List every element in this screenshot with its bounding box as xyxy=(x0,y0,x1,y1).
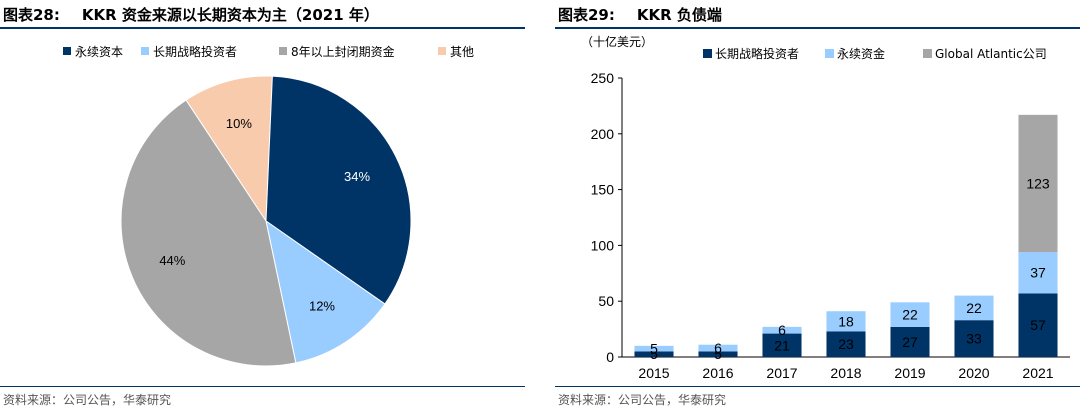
pie-chart: 永续资本 长期战略投资者 8年以上封闭期资金 其他 10% 34% 12% 44% xyxy=(63,44,474,367)
y-tick-label-1: 50 xyxy=(598,293,614,309)
right-figure-title: 图表29: KKR 负债端 xyxy=(558,4,722,25)
y-tick-label-2: 100 xyxy=(591,237,615,253)
y-tick-label-3: 150 xyxy=(591,182,615,198)
bar-segment-0-5 xyxy=(954,320,994,357)
bar-value-label-0-4: 27 xyxy=(902,334,918,350)
pie-slice-1 xyxy=(265,219,386,364)
left-bottom-rule xyxy=(0,386,525,387)
bar-segment-1-5 xyxy=(954,295,994,321)
x-tick-label-1: 2016 xyxy=(702,365,733,381)
pie-labels: 10% 34% 12% 44% xyxy=(159,116,370,313)
pie-legend-swatch-0 xyxy=(63,47,71,55)
y-tick-label-4: 200 xyxy=(591,126,615,142)
right-bottom-rule xyxy=(555,386,1080,387)
right-source-note: 资料来源：公司公告，华泰研究 xyxy=(558,393,727,407)
pie-slice-2 xyxy=(120,99,297,367)
bar-value-label-0-0: 5 xyxy=(650,346,658,362)
bar-value-label-1-4: 22 xyxy=(902,307,918,323)
bar-segment-0-1 xyxy=(698,351,738,357)
bar-value-label-1-3: 18 xyxy=(838,313,854,329)
bar-legend-label-1: 永续资金 xyxy=(837,46,885,61)
y-tick-label-0: 0 xyxy=(606,349,614,365)
x-tick-label-0: 2015 xyxy=(638,365,669,381)
bar-value-label-0-6: 57 xyxy=(1030,317,1046,333)
bar-legend-label-2: Global Atlantic公司 xyxy=(935,47,1047,61)
left-figure-number: 图表28: xyxy=(3,6,60,24)
bar-legend-swatch-0 xyxy=(703,49,712,58)
bar-segment-1-3 xyxy=(826,311,866,332)
bar-segment-1-2 xyxy=(762,326,802,334)
bar-value-label-0-1: 5 xyxy=(714,346,722,362)
bar-legend-label-0: 长期战略投资者 xyxy=(715,46,799,61)
bar-value-label-1-1: 6 xyxy=(714,340,722,356)
x-tick-label-4: 2019 xyxy=(894,365,925,381)
right-figure-title-text: KKR 负债端 xyxy=(636,6,722,24)
bar-segment-1-4 xyxy=(890,302,930,327)
bar-value-label-0-3: 23 xyxy=(838,336,854,352)
pie-data-label-1: 12% xyxy=(309,299,335,314)
pie-data-label-0: 34% xyxy=(344,169,370,184)
pie-slice-3 xyxy=(185,75,273,223)
left-figure-title: 图表28: KKR 资金来源以长期资本为主（2021 年） xyxy=(3,4,379,25)
pie-legend-swatch-2 xyxy=(279,47,287,55)
y-tick-label-5: 250 xyxy=(591,70,615,86)
bar-value-label-1-2: 6 xyxy=(778,322,786,338)
bar-value-label-1-5: 22 xyxy=(966,300,982,316)
bar-legend-swatch-2 xyxy=(923,49,932,58)
pie-data-label-3: 10% xyxy=(226,116,252,131)
right-title-rule xyxy=(555,27,1080,29)
bar-value-label-1-6: 37 xyxy=(1030,265,1046,281)
x-tick-label-2: 2017 xyxy=(766,365,797,381)
pie-legend-swatch-3 xyxy=(438,47,446,55)
pie-data-label-2: 44% xyxy=(159,253,185,268)
right-figure-number: 图表29: xyxy=(558,6,615,24)
bar-value-label-0-5: 33 xyxy=(966,331,982,347)
bar-segment-2-6 xyxy=(1018,114,1058,253)
left-figure-title-text: KKR 资金来源以长期资本为主（2021 年） xyxy=(81,6,379,24)
x-tick-label-5: 2020 xyxy=(958,365,989,381)
bar-segment-0-4 xyxy=(890,326,930,357)
left-figure-panel: 图表28: KKR 资金来源以长期资本为主（2021 年） 永续资本 长期战略投资者… xyxy=(0,0,525,411)
pie-slices xyxy=(120,75,412,367)
pie-legend-label-2: 8年以上封闭期资金 xyxy=(291,44,395,59)
right-figure-panel: 图表29: KKR 负债端 （十亿美元） 长期战略投资者 永续资金 Global At… xyxy=(555,0,1080,411)
pie-slice-0 xyxy=(265,75,412,305)
x-tick-label-6: 2021 xyxy=(1022,365,1053,381)
bar-segment-1-6 xyxy=(1018,252,1058,294)
bar-segment-0-2 xyxy=(762,333,802,357)
pie-legend-label-1: 长期战略投资者 xyxy=(153,44,237,59)
pie-legend-label-0: 永续资本 xyxy=(75,45,123,59)
x-tick-label-3: 2018 xyxy=(830,365,861,381)
bar-segment-0-0 xyxy=(634,351,674,357)
bar-value-label-2-6: 123 xyxy=(1026,175,1050,191)
left-source-note: 资料来源：公司公告，华泰研究 xyxy=(3,393,172,407)
stacked-bar-chart: （十亿美元） 长期战略投资者 永续资金 Global Atlantic公司 0 50 1… xyxy=(581,34,1070,381)
y-unit-label: （十亿美元） xyxy=(581,34,653,49)
bar-legend: 长期战略投资者 永续资金 Global Atlantic公司 xyxy=(703,46,1047,61)
bar-value-label-1-0: 5 xyxy=(650,341,658,357)
bar-segment-1-1 xyxy=(698,344,738,352)
pie-legend: 永续资本 长期战略投资者 8年以上封闭期资金 其他 xyxy=(63,44,474,59)
bar-segment-0-6 xyxy=(1018,293,1058,357)
pie-legend-label-3: 其他 xyxy=(450,45,474,59)
bar-legend-swatch-1 xyxy=(825,49,834,58)
bar-segment-0-3 xyxy=(826,331,866,357)
bar-value-label-0-2: 21 xyxy=(774,337,790,353)
pie-legend-swatch-1 xyxy=(141,47,149,55)
left-title-rule xyxy=(0,27,525,29)
bar-segment-1-0 xyxy=(634,345,674,352)
